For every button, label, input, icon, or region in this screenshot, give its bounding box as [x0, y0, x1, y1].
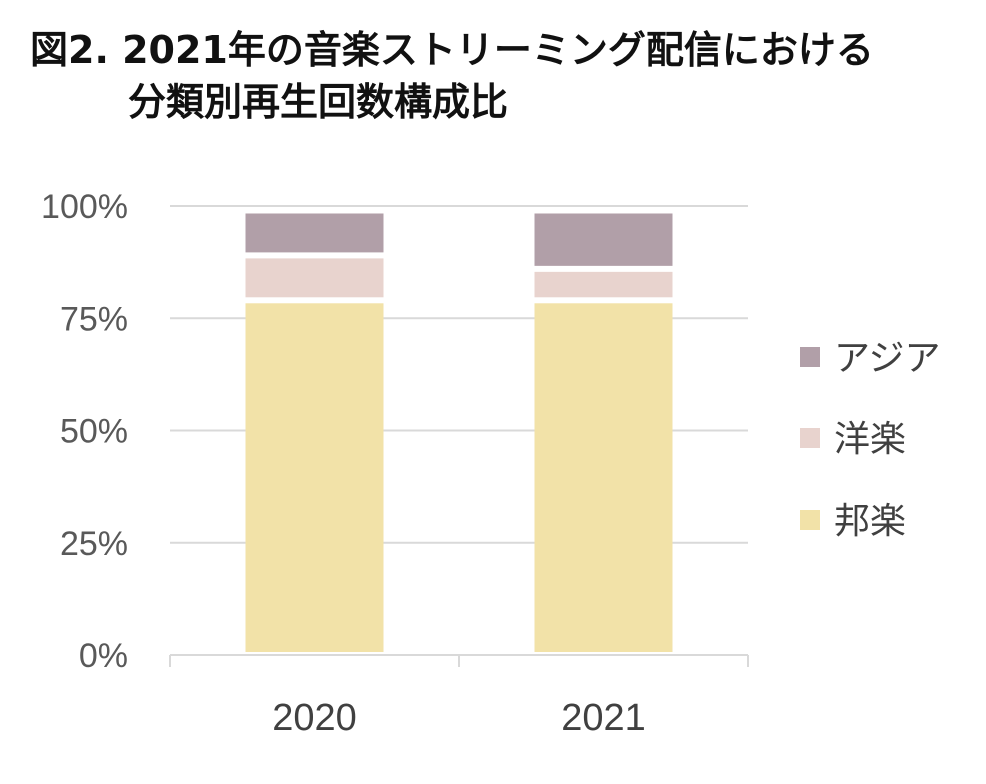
- legend-label: アジア: [834, 338, 941, 379]
- legend-swatch: [800, 510, 820, 530]
- x-category-label-2020: 2020: [272, 697, 357, 739]
- bar-segment-2021-1: [534, 271, 673, 298]
- legend-swatch: [800, 428, 820, 448]
- y-tick-label: 75%: [60, 300, 128, 338]
- x-category-label-2021: 2021: [561, 697, 646, 739]
- chart-title-line2: 分類別再生回数構成比: [128, 80, 509, 124]
- bar-segments: [245, 213, 673, 652]
- chart-title: 図2. 2021年の音楽ストリーミング配信における 分類別再生回数構成比: [30, 24, 874, 128]
- x-axis-category-labels: 2020 2021: [272, 697, 646, 739]
- legend-label: 洋楽: [834, 419, 906, 460]
- legend-swatch: [800, 347, 820, 367]
- y-tick-label: 50%: [60, 413, 128, 451]
- x-axis: [169, 654, 749, 667]
- bar-segment-2020-2: [245, 213, 384, 253]
- bar-segment-2020-0: [245, 303, 384, 652]
- y-axis-tick-labels: 0% 25% 50% 75% 100%: [41, 188, 128, 675]
- y-tick-label: 100%: [41, 188, 128, 226]
- legend-label: 邦楽: [834, 501, 906, 542]
- bar-segment-2020-1: [245, 258, 384, 298]
- y-tick-label: 25%: [60, 525, 128, 563]
- y-tick-label: 0%: [79, 637, 128, 675]
- bar-segment-2021-2: [534, 213, 673, 266]
- chart-title-line1: 図2. 2021年の音楽ストリーミング配信における: [30, 28, 874, 72]
- bar-segment-2021-0: [534, 303, 673, 652]
